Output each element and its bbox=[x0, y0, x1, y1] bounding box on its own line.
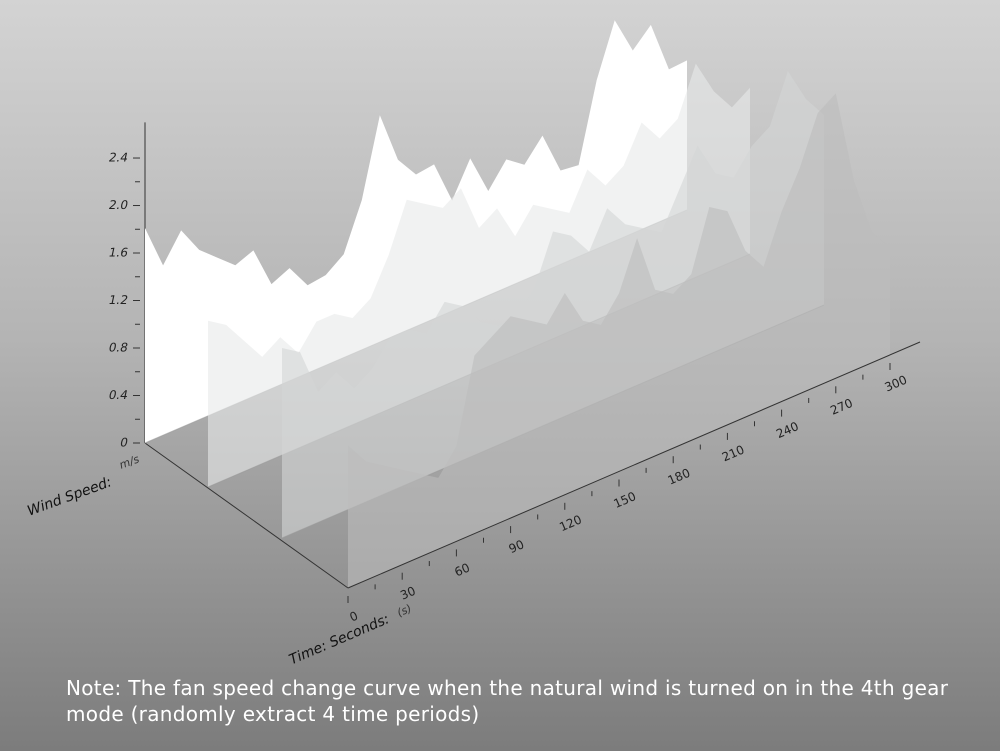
y-axis-label: Wind Speed: bbox=[25, 474, 114, 519]
note: Note: The fan speed change curve when th… bbox=[66, 676, 949, 726]
x-tick-label: 150 bbox=[612, 489, 639, 511]
x-tick-label: 90 bbox=[507, 537, 527, 556]
x-axis bbox=[347, 341, 921, 589]
x-tick-label: 30 bbox=[398, 584, 418, 603]
x-tick-label: 270 bbox=[828, 396, 855, 418]
x-axis-label: Time: Seconds: bbox=[287, 611, 392, 668]
x-tick-label: 120 bbox=[557, 512, 584, 534]
area bbox=[348, 93, 890, 589]
x-tick-label: 60 bbox=[452, 560, 472, 579]
y-tick-label: 1.2 bbox=[107, 293, 129, 307]
depth-axis bbox=[144, 442, 349, 589]
x-axis-unit: (s) bbox=[395, 602, 413, 620]
y-axis-unit: m/s bbox=[118, 452, 142, 471]
area bbox=[282, 71, 824, 538]
x-tick-label: 180 bbox=[666, 466, 693, 488]
x-tick-label: 240 bbox=[774, 419, 801, 441]
y-tick-label: 1.6 bbox=[107, 246, 129, 260]
x-tick-label: 210 bbox=[720, 442, 747, 464]
y-tick-label: 0.8 bbox=[107, 341, 129, 355]
y-tick-label: 2.4 bbox=[107, 151, 129, 165]
y-tick-label: 2.0 bbox=[107, 198, 129, 212]
y-tick-label: 0 bbox=[119, 436, 130, 450]
y-tick-label: 0.4 bbox=[107, 388, 129, 402]
x-tick-label: 300 bbox=[883, 373, 910, 395]
